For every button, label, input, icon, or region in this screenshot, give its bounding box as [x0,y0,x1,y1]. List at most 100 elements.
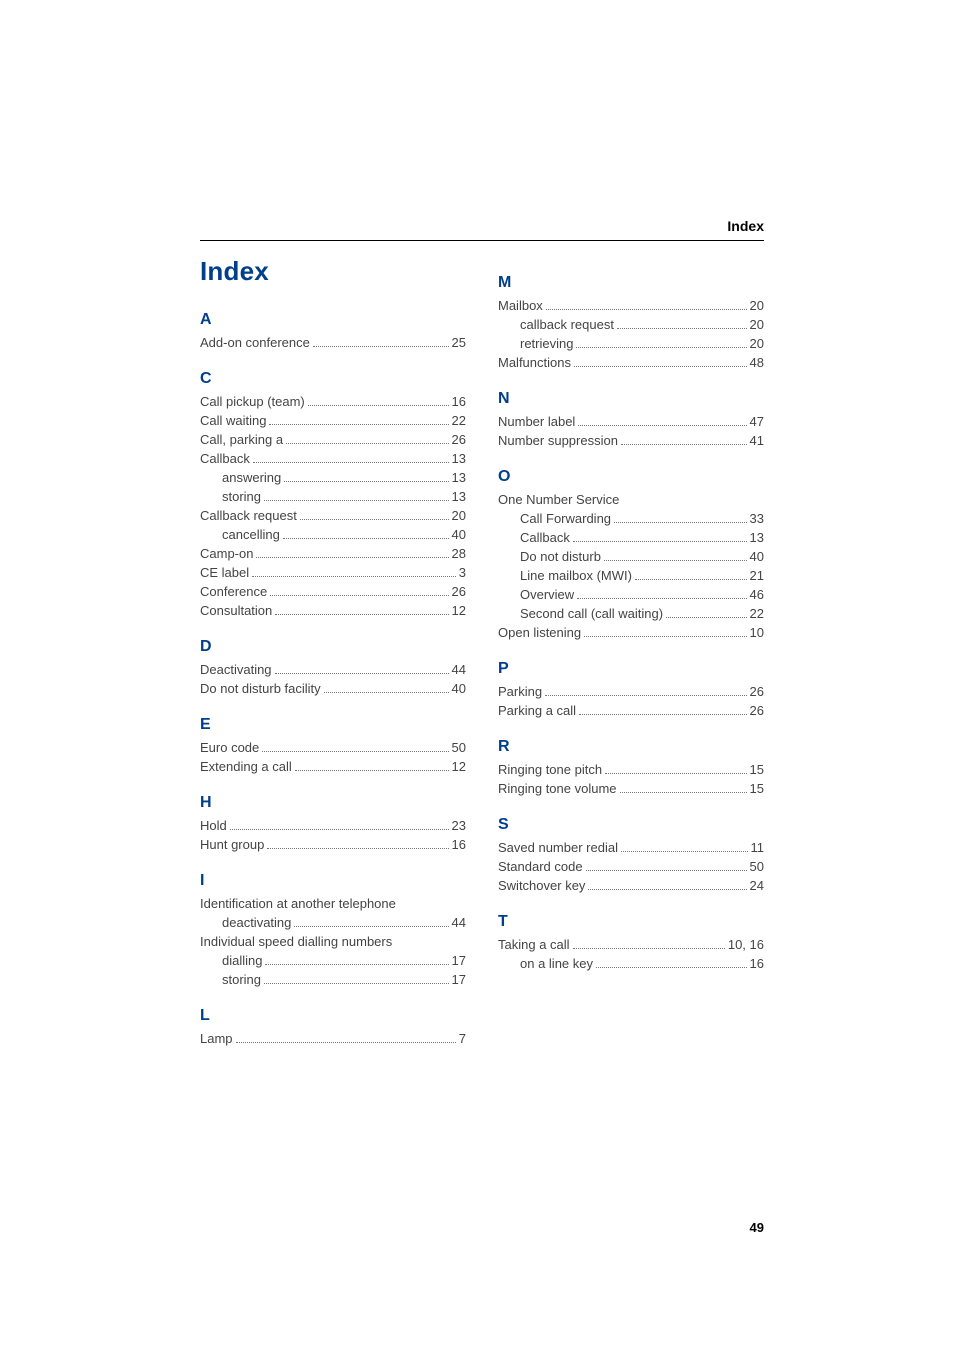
index-entry-leader [596,967,747,968]
index-entry-label: Taking a call [498,935,570,954]
index-entry-page: 22 [750,604,764,623]
index-letter: C [200,370,466,388]
index-entry-leader [605,773,746,774]
index-letter: R [498,738,764,756]
index-entry-label: Lamp [200,1029,233,1048]
index-title: Index [200,256,466,287]
index-entry-leader [588,889,746,890]
index-entry-leader [621,851,748,852]
index-entry-label: Callback [200,449,250,468]
index-entry-page: 3 [459,563,466,582]
index-entry-page: 20 [452,506,466,525]
index-entry: Second call (call waiting) 22 [498,604,764,623]
index-entry-leader [262,751,448,752]
index-entry-page: 40 [452,679,466,698]
index-entry-label: Do not disturb [520,547,601,566]
index-entry-label: Camp-on [200,544,253,563]
index-entry-leader [604,560,747,561]
index-entry-page: 20 [750,296,764,315]
index-entry-page: 21 [750,566,764,585]
index-entry-label: Second call (call waiting) [520,604,663,623]
index-entry-label: Call Forwarding [520,509,611,528]
index-entry-label: storing [222,487,261,506]
index-entry: Callback13 [498,528,764,547]
index-entry-leader [295,770,449,771]
index-entry-page: 10, 16 [728,935,764,954]
index-entry-label: Euro code [200,738,259,757]
index-entry-label: answering [222,468,281,487]
index-entry-label: Call waiting [200,411,266,430]
index-entry-leader [584,636,746,637]
index-entry: Add-on conference25 [200,333,466,352]
index-entry-page: 13 [452,449,466,468]
index-entry-label: retrieving [520,334,573,353]
index-entry-label: Do not disturb facility [200,679,321,698]
index-entry: Overview46 [498,585,764,604]
index-entry-label: Individual speed dialling numbers [200,932,392,951]
column-right: MMailbox20callback request20retrieving20… [498,256,764,1048]
index-letter: M [498,274,764,292]
page: Index Index A Add-on conference25 C Call pi… [0,0,954,1351]
index-entry: Call, parking a 26 [200,430,466,449]
index-entry: storing 17 [200,970,466,989]
index-entry-page: 13 [452,468,466,487]
index-entry-page: 41 [750,431,764,450]
page-number: 49 [750,1220,764,1235]
index-entry-label: Mailbox [498,296,543,315]
index-entry: Call waiting 22 [200,411,466,430]
index-entry-page: 22 [452,411,466,430]
index-entry: Do not disturb40 [498,547,764,566]
index-entry: Do not disturb facility 40 [200,679,466,698]
index-letter: E [200,716,466,734]
index-entry-page: 26 [750,682,764,701]
index-entry-label: storing [222,970,261,989]
index-entry: Open listening10 [498,623,764,642]
index-entry-label: Parking a call [498,701,576,720]
index-letter: D [200,638,466,656]
index-entry: Call pickup (team)16 [200,392,466,411]
index-entry-leader [270,595,448,596]
index-entry-leader [286,443,448,444]
index-entry-page: 12 [452,601,466,620]
index-entry-label: Overview [520,585,574,604]
index-entry-label: Ringing tone volume [498,779,617,798]
index-entry-leader [586,870,747,871]
index-entry-leader [621,444,747,445]
index-entry: Lamp7 [200,1029,466,1048]
index-entry-leader [283,538,449,539]
index-entry-page: 48 [750,353,764,372]
index-entry: Callback 13 [200,449,466,468]
index-entry-page: 12 [452,757,466,776]
index-entry-label: cancelling [222,525,280,544]
index-entry: Taking a call 10, 16 [498,935,764,954]
index-entry: Hold23 [200,816,466,835]
index-entry: Line mailbox (MWI)21 [498,566,764,585]
index-entry: Conference26 [200,582,466,601]
index-entry-page: 50 [452,738,466,757]
index-entry-label: on a line key [520,954,593,973]
index-entry-label: Call, parking a [200,430,283,449]
header-rule [200,240,764,241]
index-entry-leader [576,347,746,348]
index-entry-leader [635,579,747,580]
index-entry-leader [573,948,725,949]
index-entry-label: deactivating [222,913,291,932]
index-entry-label: Hold [200,816,227,835]
index-entry-page: 17 [452,970,466,989]
index-entry-page: 20 [750,315,764,334]
column-left: Index A Add-on conference25 C Call pickup (… [200,256,466,1048]
index-entry-label: Add-on conference [200,333,310,352]
index-entry-label: callback request [520,315,614,334]
index-entry: retrieving20 [498,334,764,353]
index-entry-label: Standard code [498,857,583,876]
index-entry-page: 50 [750,857,764,876]
index-letter: A [200,311,466,329]
index-entry-label: Deactivating [200,660,272,679]
index-entry-leader [256,557,448,558]
index-entry-leader [294,926,448,927]
index-entry: Parking a call26 [498,701,764,720]
index-letter: P [498,660,764,678]
index-entry-leader [275,673,449,674]
index-entry-leader [666,617,746,618]
index-entry-page: 26 [452,430,466,449]
